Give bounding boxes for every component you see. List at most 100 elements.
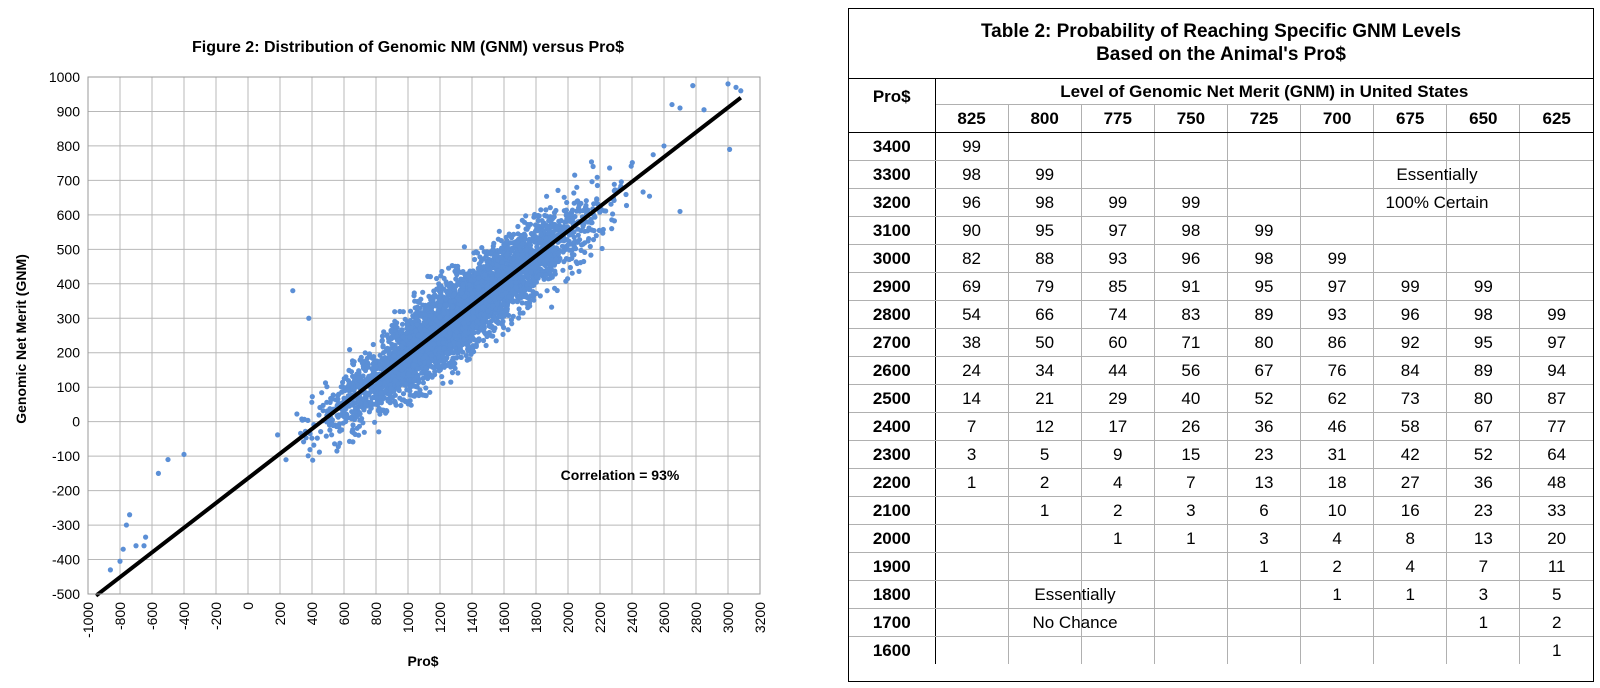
scatter-point	[435, 308, 441, 314]
scatter-point	[394, 333, 400, 339]
table-cell: 95	[1446, 328, 1521, 357]
scatter-point	[378, 400, 384, 406]
scatter-point	[561, 224, 567, 230]
scatter-point	[481, 312, 487, 318]
scatter-point	[548, 224, 555, 230]
table-cell: 98	[1153, 216, 1228, 245]
scatter-point	[455, 370, 461, 376]
scatter-point	[574, 184, 580, 190]
scatter-point	[522, 237, 528, 243]
scatter-point	[408, 325, 414, 331]
scatter-point	[366, 409, 372, 415]
scatter-point	[547, 205, 553, 211]
scatter-point	[576, 268, 582, 274]
scatter-point	[461, 336, 467, 342]
scatter-point	[567, 247, 573, 253]
scatter-point	[454, 329, 460, 335]
x-tick-label: -200	[208, 602, 224, 630]
scatter-point	[439, 268, 445, 275]
column-header-825: 825	[934, 104, 1009, 133]
scatter-point	[455, 308, 461, 314]
scatter-point	[611, 197, 617, 203]
table-cell: 77	[1519, 412, 1593, 441]
scatter-point	[528, 248, 534, 255]
scatter-point	[329, 432, 335, 438]
scatter-point	[481, 249, 487, 255]
scatter-point	[400, 371, 406, 377]
scatter-point	[441, 310, 447, 316]
table-cell: 9	[1080, 440, 1155, 469]
table-row: 2600 24 34 44 56 67 76 84 89 94	[849, 356, 1593, 385]
scatter-point	[350, 427, 356, 433]
scatter-point	[504, 306, 510, 312]
table-row: 1600 1	[849, 636, 1593, 664]
scatter-point	[578, 247, 584, 253]
scatter-point	[438, 273, 444, 279]
scatter-point	[380, 344, 386, 350]
scatter-point	[518, 252, 525, 258]
row-header-pro: 1600	[849, 636, 936, 664]
table-cell	[1153, 552, 1228, 581]
x-tick-label: 600	[336, 602, 352, 626]
scatter-point	[494, 262, 500, 268]
scatter-point	[420, 289, 426, 295]
scatter-point	[477, 254, 483, 260]
scatter-point	[340, 379, 346, 385]
scatter-point	[599, 245, 605, 252]
table-cell: 3	[934, 440, 1009, 469]
scatter-point	[407, 392, 413, 398]
scatter-point	[549, 267, 555, 273]
table-cell: 62	[1300, 384, 1375, 413]
table-cell	[1446, 132, 1521, 161]
scatter-point	[677, 105, 683, 111]
y-tick-label: -500	[52, 586, 80, 602]
scatter-chart: Figure 2: Distribution of Genomic NM (GN…	[13, 39, 768, 669]
scatter-point	[563, 278, 569, 284]
table-cell	[1080, 636, 1155, 664]
scatter-point	[357, 417, 363, 423]
scatter-point	[381, 329, 387, 335]
scatter-point	[572, 172, 578, 178]
scatter-point	[586, 236, 592, 242]
scatter-point	[491, 295, 497, 301]
scatter-point	[561, 194, 567, 200]
table-cell	[1226, 188, 1302, 217]
table-cell: 95	[1226, 272, 1302, 301]
scatter-point	[594, 182, 601, 189]
scatter-point	[407, 342, 414, 348]
scatter-point	[588, 216, 594, 223]
scatter-point	[475, 305, 481, 311]
scatter-point	[495, 320, 501, 326]
table-cell	[1300, 608, 1375, 637]
table-row: 3000 82 88 93 96 98 99	[849, 244, 1593, 273]
table-cell: 89	[1226, 300, 1302, 329]
scatter-point	[431, 341, 437, 347]
scatter-point	[535, 223, 541, 229]
x-tick-label: 2200	[592, 602, 608, 633]
scatter-point	[399, 321, 406, 327]
column-header-row: 825 800 775 750 725 700 675 650 625	[849, 104, 1593, 133]
scatter-point	[335, 393, 341, 399]
scatter-point	[324, 399, 330, 405]
scatter-point	[594, 174, 600, 180]
no-chance-note-2: No Chance	[1032, 613, 1118, 632]
scatter-point	[554, 224, 560, 230]
table-cell	[1300, 132, 1375, 161]
scatter-point	[733, 84, 739, 90]
table-cell	[1153, 160, 1228, 189]
scatter-point	[356, 432, 362, 438]
scatter-point	[470, 329, 476, 335]
table-cell: 96	[1373, 300, 1448, 329]
scatter-point	[504, 251, 510, 257]
table-cell	[1007, 608, 1082, 637]
scatter-point	[351, 359, 357, 365]
scatter-point	[310, 457, 316, 463]
table-cell: 80	[1226, 328, 1302, 357]
scatter-point	[165, 456, 171, 463]
scatter-point	[544, 257, 550, 263]
scatter-point	[480, 304, 486, 311]
scatter-point	[501, 313, 507, 319]
scatter-point	[443, 296, 449, 302]
y-axis-title: Genomic Net Merit (GNM)	[13, 254, 29, 424]
scatter-point	[350, 386, 356, 393]
